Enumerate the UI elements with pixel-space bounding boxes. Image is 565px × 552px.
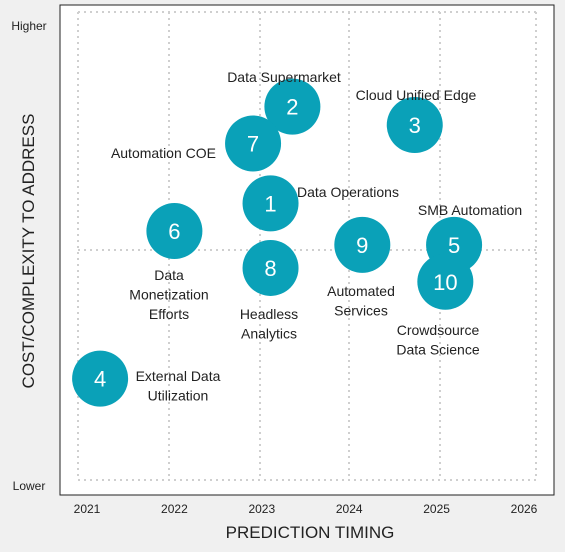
x-tick-2023: 2023 xyxy=(248,502,275,516)
bubble-number-10: 10 xyxy=(433,270,457,295)
x-tick-2021: 2021 xyxy=(74,502,101,516)
bubble-4: 4 External Data Utilization xyxy=(72,350,221,407)
bubble-8: 8 Headless Analytics xyxy=(240,239,299,342)
bubble-circle-1 xyxy=(242,175,299,232)
bubble-label-2: Data Supermarket xyxy=(227,69,341,85)
bubble-number-8: 8 xyxy=(264,256,276,281)
x-tick-2024: 2024 xyxy=(336,502,363,516)
bubble-number-9: 9 xyxy=(356,233,368,258)
bubble-number-6: 6 xyxy=(168,219,180,244)
bubble-label-9: Automated Services xyxy=(327,283,395,319)
bubble-10: 10 Crowdsource Data Science xyxy=(396,253,480,358)
bubble-number-5: 5 xyxy=(448,233,460,258)
bubble-circle-2 xyxy=(264,78,321,135)
bubble-2: 2 Data Supermarket xyxy=(227,69,341,135)
bubble-3: 3 Cloud Unified Edge xyxy=(356,87,477,154)
x-tick-2022: 2022 xyxy=(161,502,188,516)
bubble-label-7: Automation COE xyxy=(111,145,216,161)
bubble-label-5: SMB Automation xyxy=(418,202,522,218)
bubble-number-4: 4 xyxy=(94,367,106,392)
bubble-label-6: Data Monetization Efforts xyxy=(129,267,208,322)
x-axis-title: PREDICTION TIMING xyxy=(226,523,395,542)
y-tick-lower: Lower xyxy=(13,479,46,493)
bubble-circle-8 xyxy=(242,239,299,296)
bubble-7: 7 Automation COE xyxy=(111,115,282,172)
bubble-label-4: External Data Utilization xyxy=(136,368,221,404)
bubble-number-7: 7 xyxy=(247,131,259,156)
bubble-label-8: Headless Analytics xyxy=(240,306,298,342)
bubble-number-3: 3 xyxy=(409,113,421,138)
x-tick-2026: 2026 xyxy=(511,502,538,516)
bubble-6: 6 Data Monetization Efforts xyxy=(129,203,209,322)
x-tick-2025: 2025 xyxy=(423,502,450,516)
bubble-9: 9 Automated Services xyxy=(327,216,395,319)
bubble-label-10: Crowdsource Data Science xyxy=(396,322,479,358)
bubble-circle-9 xyxy=(334,216,391,273)
bubble-circle-3 xyxy=(386,97,443,154)
bubble-circle-6 xyxy=(146,203,203,260)
bubble-1: 1 Data Operations xyxy=(242,175,399,232)
bubble-circle-7 xyxy=(225,115,282,172)
bubble-label-3: Cloud Unified Edge xyxy=(356,87,477,103)
bubble-circle-10 xyxy=(417,253,474,310)
bubble-layer: 1 Data Operations 2 Data Supermarket 3 Cloud … xyxy=(72,69,522,407)
x-tick-labels: 2021 2022 2023 2024 2025 2026 xyxy=(74,502,538,516)
bubble-number-2: 2 xyxy=(286,95,298,120)
y-tick-higher: Higher xyxy=(11,19,46,33)
bubble-label-1: Data Operations xyxy=(297,184,399,200)
bubble-circle-4 xyxy=(72,350,129,407)
bubble-number-1: 1 xyxy=(264,191,276,216)
y-axis-title: COST/COMPLEXITY TO ADDRESS xyxy=(19,114,38,389)
